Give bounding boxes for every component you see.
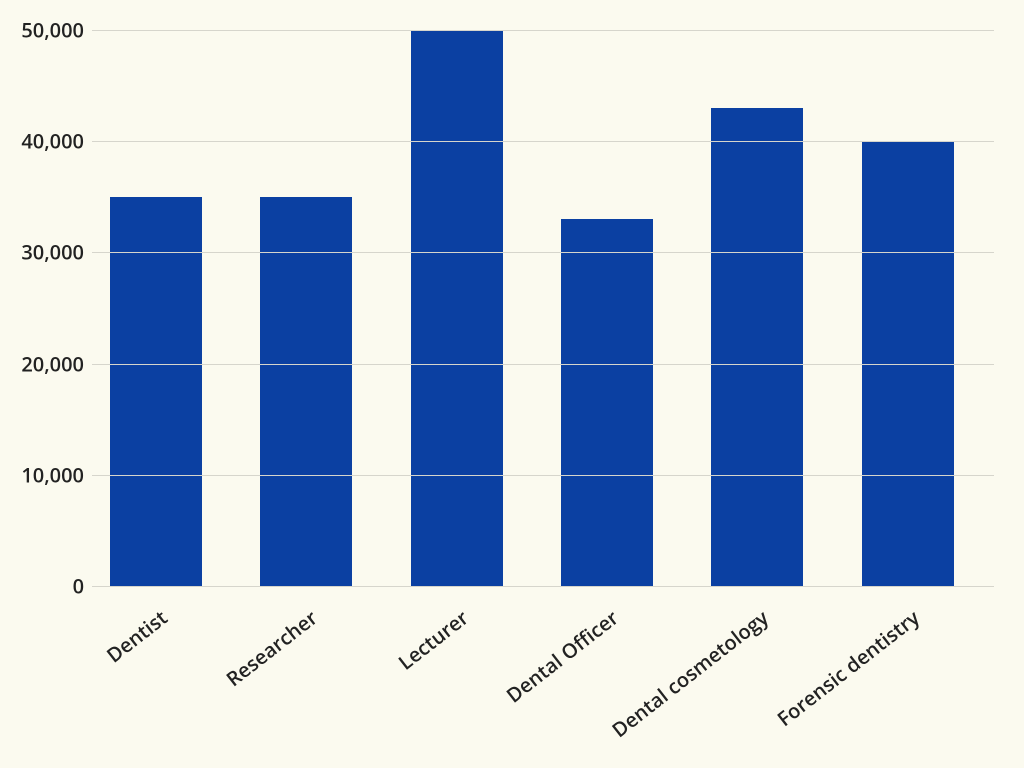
y-tick-label: 50,000 <box>4 17 84 44</box>
x-tick-label: Forensic dentistry <box>750 604 924 748</box>
bar <box>711 108 803 586</box>
bar <box>561 219 653 586</box>
y-tick-label: 30,000 <box>4 239 84 266</box>
x-tick-label: Dentist <box>0 604 173 748</box>
bar-chart: 0 10,000 20,000 30,000 40,000 50,000 DentistRe… <box>0 0 1024 768</box>
x-tick-label: Dental Officer <box>449 604 623 748</box>
x-tick-label: Dental cosmetology <box>600 604 774 748</box>
x-tick-label: Lecturer <box>299 604 473 748</box>
bar <box>260 197 352 586</box>
gridline <box>92 141 994 142</box>
bar <box>110 197 202 586</box>
gridline <box>92 30 994 31</box>
y-tick-label: 10,000 <box>4 461 84 488</box>
bar <box>411 30 503 586</box>
y-tick-label: 40,000 <box>4 128 84 155</box>
gridline <box>92 252 994 253</box>
x-tick-label: Researcher <box>149 604 323 748</box>
bars-container <box>92 30 994 586</box>
gridline <box>92 475 994 476</box>
gridline <box>92 364 994 365</box>
plot-area <box>92 30 994 586</box>
y-tick-label: 20,000 <box>4 350 84 377</box>
gridline <box>92 586 994 587</box>
y-tick-label: 0 <box>4 573 84 600</box>
